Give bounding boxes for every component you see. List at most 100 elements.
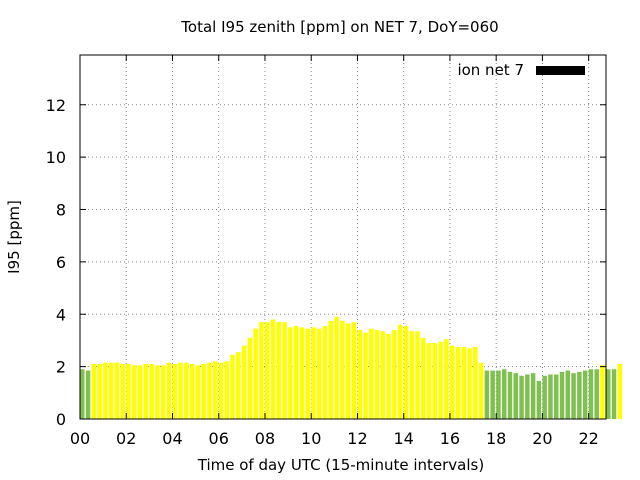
bar (270, 319, 276, 419)
bar (80, 369, 85, 419)
x-tick-label: 02 (116, 429, 136, 448)
y-axis-ticks: 0 2 4 6 8 10 12 (46, 96, 606, 429)
bar (322, 326, 328, 419)
bar (328, 320, 334, 419)
bar (525, 374, 530, 419)
bar (126, 364, 131, 419)
bar (253, 328, 258, 419)
x-tick-label: 12 (347, 429, 367, 448)
bar (85, 370, 91, 419)
bar (496, 370, 501, 419)
bar (137, 365, 143, 419)
x-tick-label: 04 (162, 429, 182, 448)
y-axis-label: I95 [ppm] (5, 200, 23, 274)
x-tick-label: 06 (209, 429, 229, 448)
bar (455, 346, 461, 419)
bar (264, 322, 270, 419)
bar (114, 362, 120, 419)
bar (542, 375, 547, 419)
x-tick-label: 00 (70, 429, 90, 448)
bar (519, 375, 524, 419)
bar (577, 371, 582, 419)
bar (184, 362, 189, 419)
bar (212, 361, 218, 419)
bar (97, 364, 102, 419)
bar (316, 328, 322, 419)
bar (501, 369, 507, 419)
x-axis-ticks: 00 02 04 06 08 10 12 14 16 18 20 22 (70, 55, 599, 448)
bar (91, 364, 97, 419)
bar (299, 327, 305, 419)
bar (259, 322, 264, 419)
bar (103, 362, 108, 419)
bar (473, 346, 478, 419)
plot-frame (79, 54, 607, 420)
bar (288, 327, 293, 419)
bar (582, 370, 588, 419)
bar (230, 354, 235, 419)
bar (195, 365, 201, 419)
bar (426, 343, 432, 419)
y-tick-label: 4 (56, 305, 66, 324)
bar (132, 365, 137, 419)
bar (201, 364, 206, 419)
bar (224, 361, 230, 419)
bar (461, 346, 466, 419)
bar (403, 326, 409, 419)
x-tick-label: 14 (394, 429, 414, 448)
bar (357, 329, 362, 419)
x-tick-label: 22 (578, 429, 598, 448)
bar (120, 364, 125, 419)
bar (484, 370, 490, 419)
y-tick-label: 8 (56, 201, 66, 220)
bar (149, 364, 154, 419)
bar (559, 371, 565, 419)
y-tick-label: 0 (56, 410, 66, 429)
bar (548, 374, 553, 419)
bar (143, 364, 149, 419)
bar (490, 370, 495, 419)
bar (166, 362, 172, 419)
y-tick-label: 2 (56, 358, 66, 377)
bar (218, 362, 224, 419)
bar (207, 362, 212, 419)
bar (351, 322, 357, 419)
legend: ion net 7 (457, 61, 585, 79)
bar (345, 323, 351, 419)
y-tick-label: 12 (46, 96, 66, 115)
bar (247, 337, 253, 419)
legend-label: ion net 7 (457, 61, 524, 79)
bar (421, 337, 426, 419)
bar (507, 371, 513, 419)
bar (276, 322, 282, 419)
bar (588, 369, 594, 419)
bar (611, 369, 617, 419)
bar (449, 345, 455, 419)
x-axis-label: Time of day UTC (15-minute intervals) (197, 456, 484, 474)
bar (600, 365, 605, 419)
x-tick-label: 08 (255, 429, 275, 448)
bar (478, 362, 484, 419)
bar (415, 331, 420, 419)
bar (536, 381, 542, 419)
bar (409, 331, 414, 419)
y-tick-label: 10 (46, 148, 66, 167)
x-tick-label: 18 (486, 429, 506, 448)
bar (311, 327, 316, 419)
bar (386, 333, 391, 419)
grid (80, 55, 606, 419)
bar (530, 373, 536, 419)
x-tick-label: 10 (301, 429, 321, 448)
bar (241, 345, 247, 419)
bar (108, 362, 114, 419)
bar (363, 332, 368, 419)
bar (617, 364, 623, 419)
bar (160, 365, 166, 419)
bar (571, 373, 576, 419)
bar (438, 341, 443, 419)
bar (432, 343, 438, 419)
bar (444, 339, 449, 419)
bar (467, 348, 472, 419)
bar (380, 331, 386, 419)
